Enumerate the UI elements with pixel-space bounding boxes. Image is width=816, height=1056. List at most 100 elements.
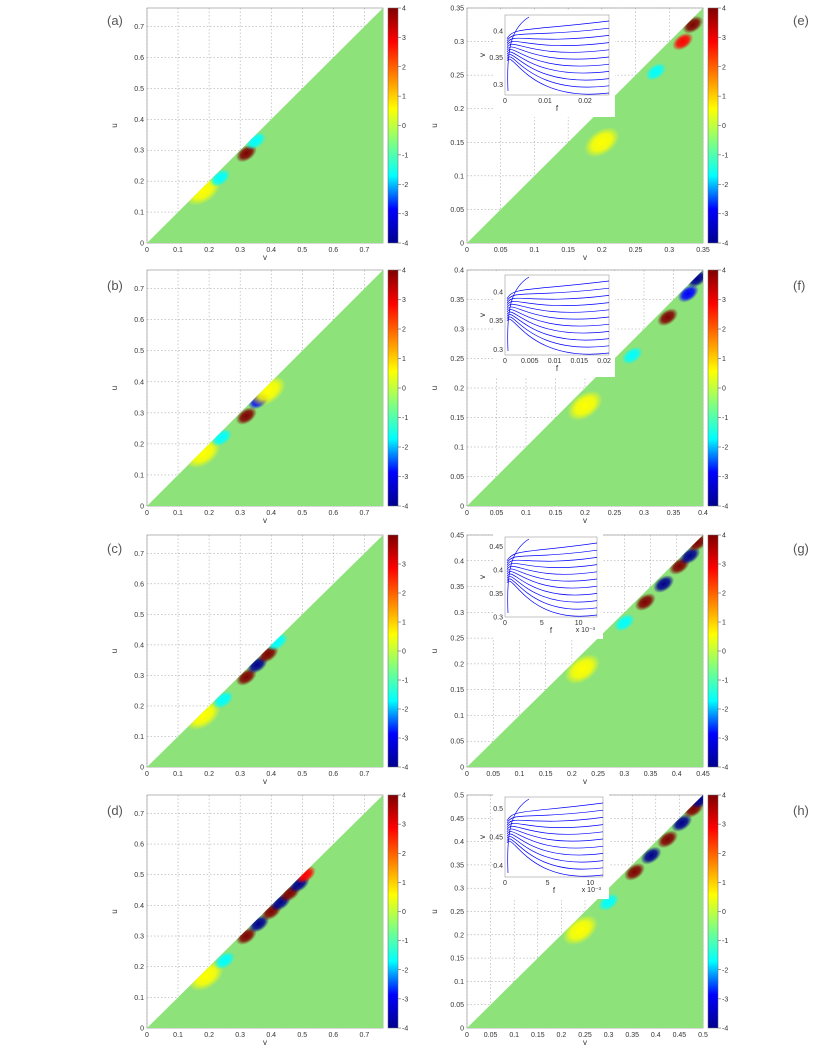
x-tick-label: 0.5 <box>297 1032 307 1039</box>
y-axis-label: u <box>430 909 439 913</box>
inset-frame <box>504 274 610 356</box>
inset-plot: 0 0.005 0.01 0.015 0.02 0.3 0.35 0.4 f v <box>478 271 615 377</box>
y-tick-label: 0.5 <box>134 612 144 619</box>
colorbar-tick-label: 0 <box>722 123 726 130</box>
y-tick-label: 0.4 <box>454 558 464 565</box>
inset-x-axis-label: f <box>556 104 559 113</box>
colorbar-tick-label: 4 <box>722 268 726 275</box>
y-tick-label: 0.2 <box>454 932 464 939</box>
x-tick-label: 0.3 <box>604 1032 614 1039</box>
y-tick-label: 0 <box>140 765 144 772</box>
x-tick-label: 0.3 <box>235 247 245 254</box>
panel-f: 0 0.05 0.1 0.15 0.2 0.25 0.3 0.35 0.4 0 0.05 0.1 0.1… <box>430 268 805 526</box>
inset-frame <box>504 796 604 878</box>
colorbar-tick-label: 3 <box>402 35 406 42</box>
y-axis-label: u <box>430 386 439 390</box>
colorbar-tick-label: 2 <box>402 591 406 598</box>
colorbar-tick-label: 1 <box>402 880 406 887</box>
y-tick-label: 0 <box>140 1026 144 1033</box>
panel-label: (e) <box>793 13 809 28</box>
inset-plot: 0 5 10 0.4 0.45 0.5 f v x 10⁻³ <box>478 793 609 899</box>
y-tick-label: 0.2 <box>454 106 464 113</box>
colorbar-tick-label: 2 <box>722 327 726 334</box>
inset-curve <box>506 301 610 306</box>
y-axis-label: u <box>110 909 119 913</box>
x-tick-label: 0.1 <box>521 510 531 517</box>
inset-x-axis-label: f <box>556 364 559 373</box>
panel-b: 0 0.1 0.2 0.3 0.4 0.5 0.6 0.7 0 0.1 0.2 0.3 0.4 0.5 0.… <box>107 268 408 526</box>
y-tick-label: 0.3 <box>454 610 464 617</box>
y-tick-label: 0 <box>140 241 144 248</box>
inset-y-tick-label: 0.35 <box>489 591 503 598</box>
colorbar-tick-label: -4 <box>402 1026 408 1033</box>
colorbar-tick-label: 2 <box>402 851 406 858</box>
colorbar-tick-label: 3 <box>722 35 726 42</box>
inset-curve <box>506 35 610 44</box>
inset-curve <box>506 578 598 610</box>
x-axis-label: v <box>583 253 587 262</box>
colorbar-tick-label: 4 <box>402 268 406 275</box>
colorbar-tick-label: 2 <box>722 591 726 598</box>
x-tick-label: 0.35 <box>625 1032 639 1039</box>
inset-curve <box>506 565 598 575</box>
x-tick-label: 0.1 <box>173 510 183 517</box>
y-tick-label: 0.2 <box>134 179 144 186</box>
inset-curve <box>506 836 604 863</box>
colorbar-tick-label: 3 <box>402 562 406 569</box>
x-tick-label: 0.1 <box>173 1032 183 1039</box>
colorbar-tick-label: 4 <box>722 793 726 800</box>
inset-curve <box>506 817 604 826</box>
feature-layer <box>567 270 703 421</box>
y-tick-label: 0.4 <box>454 839 464 846</box>
colorbar-tick-label: 0 <box>402 649 406 656</box>
x-tick-label: 0.5 <box>297 771 307 778</box>
y-tick-label: 0.35 <box>450 6 464 13</box>
inset-curve <box>506 557 598 566</box>
field-feature <box>621 346 643 365</box>
y-tick-label: 0.1 <box>454 445 464 452</box>
x-tick-label: 0 <box>465 771 469 778</box>
inset-x-tick-label: 5 <box>540 620 544 627</box>
y-tick-label: 0.2 <box>134 441 144 448</box>
y-axis-label: u <box>430 123 439 127</box>
inset-curve <box>506 46 610 60</box>
x-tick-label: 0 <box>465 247 469 254</box>
panel-label: (c) <box>107 541 122 556</box>
x-axis-label: v <box>583 777 587 786</box>
x-axis-label: v <box>263 516 267 525</box>
inset-x-tick-label: 0.01 <box>548 358 562 365</box>
colorbar-tick-label: -3 <box>722 736 728 743</box>
field-feature <box>567 390 603 421</box>
y-tick-label: 0 <box>460 241 464 248</box>
colorbar-tick-label: 0 <box>402 909 406 916</box>
colorbar-tick-label: -4 <box>402 504 408 511</box>
colorbar-tick-label: 1 <box>402 620 406 627</box>
colorbar-tick-label: 0 <box>402 386 406 393</box>
x-tick-label: 0 <box>145 510 149 517</box>
x-tick-label: 0.35 <box>696 247 710 254</box>
y-tick-label: 0 <box>460 504 464 511</box>
inset-curve <box>506 838 604 870</box>
inset-curve <box>507 276 530 352</box>
x-tick-label: 0.6 <box>328 247 338 254</box>
x-tick-label: 0.2 <box>204 510 214 517</box>
inset-x-tick-label: 10 <box>586 880 594 887</box>
panel-c: 0 0.1 0.2 0.3 0.4 0.5 0.6 0.7 0 0.1 0.2 0.3 0.4 0.5 0.… <box>107 534 408 786</box>
colorbar-tick-label: -2 <box>722 967 728 974</box>
x-tick-label: 0.2 <box>597 247 607 254</box>
field-region <box>467 8 703 243</box>
inset-curve <box>507 798 530 874</box>
y-tick-label: 0.1 <box>454 979 464 986</box>
y-tick-label: 0 <box>460 765 464 772</box>
field-feature <box>653 575 675 593</box>
colorbar-gradient <box>387 794 399 1029</box>
inset-plot: 0 0.01 0.02 0.3 0.35 0.4 f v <box>478 11 615 117</box>
y-tick-label: 0.1 <box>454 173 464 180</box>
x-tick-label: 0.7 <box>360 247 370 254</box>
y-tick-label: 0.25 <box>450 356 464 363</box>
x-tick-label: 0.6 <box>328 771 338 778</box>
inset-x-tick-label: 5 <box>546 880 550 887</box>
colorbar-tick-label: -3 <box>722 996 728 1003</box>
colorbar-tick-label: 2 <box>722 64 726 71</box>
x-tick-label: 0.5 <box>698 1032 708 1039</box>
